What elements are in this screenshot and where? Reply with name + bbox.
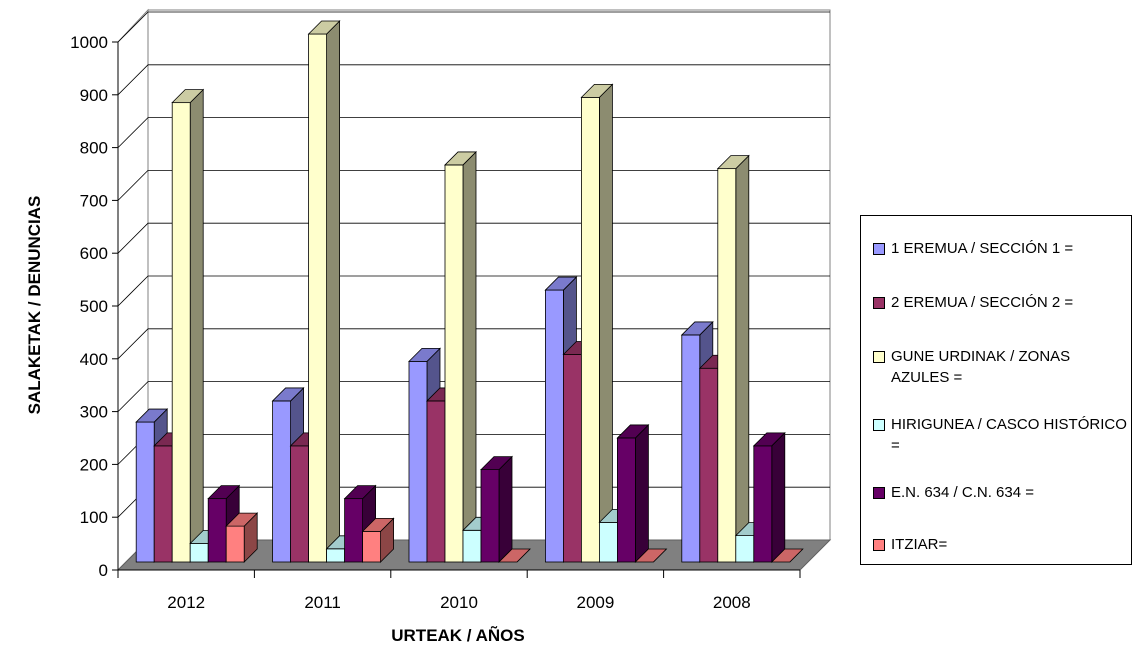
legend-label: GUNE URDINAK / ZONAS AZULES = — [891, 348, 1071, 386]
y-tick-labels: 0 100 200 300 400 500 600 700 800 900 1000 — [70, 33, 108, 580]
bar — [634, 548, 668, 563]
bars — [135, 20, 804, 563]
bar — [716, 154, 750, 563]
x-tick-label: 2009 — [576, 593, 614, 612]
y-tick-label: 600 — [80, 244, 108, 263]
axes — [112, 41, 801, 578]
bar — [480, 455, 513, 563]
y-tick-label: 400 — [80, 350, 108, 369]
legend-item: E.N. 634 / C.N. 634 = — [873, 482, 1128, 503]
bar — [225, 512, 259, 563]
legend-label: 2 EREMUA / SECCIÓN 2 = — [891, 294, 1074, 311]
y-tick-label: 500 — [80, 297, 108, 316]
legend-label: HIRIGUNEA / CASCO HISTÓRICO = — [891, 416, 1127, 454]
bar — [770, 548, 804, 563]
bar — [171, 88, 205, 563]
legend-label: 1 EREMUA / SECCIÓN 1 = — [891, 240, 1074, 257]
legend-item: HIRIGUNEA / CASCO HISTÓRICO = — [873, 414, 1128, 456]
bar — [616, 423, 650, 563]
x-tick-labels: 2012 2011 2010 2009 2008 — [167, 593, 750, 612]
legend-swatch — [873, 297, 885, 309]
y-axis-title: SALAKETAK / DENUNCIAS — [25, 196, 44, 415]
y-tick-label: 900 — [80, 86, 108, 105]
bar — [498, 548, 531, 563]
legend-swatch — [873, 243, 885, 255]
y-tick-label: 1000 — [70, 33, 108, 52]
legend-swatch — [873, 351, 885, 363]
legend-item: 1 EREMUA / SECCIÓN 1 = — [873, 238, 1128, 259]
legend-swatch — [873, 539, 885, 551]
legend-label: ITZIAR= — [891, 536, 948, 553]
x-tick-label: 2008 — [713, 593, 751, 612]
bar — [307, 20, 341, 563]
legend-item: 2 EREMUA / SECCIÓN 2 = — [873, 292, 1128, 313]
x-axis-title: URTEAK / AÑOS — [391, 625, 525, 645]
bar — [580, 83, 614, 563]
legend-label: E.N. 634 / C.N. 634 = — [891, 484, 1034, 501]
legend-item: ITZIAR= — [873, 534, 1128, 555]
x-tick-label: 2011 — [304, 593, 341, 612]
x-tick-label: 2012 — [167, 593, 205, 612]
legend-item: GUNE URDINAK / ZONAS AZULES = — [873, 346, 1128, 388]
y-tick-label: 800 — [80, 139, 108, 158]
bar — [361, 517, 395, 563]
bar — [444, 150, 477, 563]
y-tick-label: 700 — [80, 191, 108, 210]
legend: 1 EREMUA / SECCIÓN 1 = 2 EREMUA / SECCIÓN… — [860, 215, 1132, 565]
y-tick-label: 300 — [80, 403, 108, 422]
y-tick-label: 100 — [80, 508, 108, 527]
y-tick-label: 0 — [99, 561, 108, 580]
x-tick-label: 2010 — [440, 593, 478, 612]
legend-swatch — [873, 487, 885, 499]
bar — [752, 431, 786, 563]
legend-swatch — [873, 419, 885, 431]
gridline — [117, 11, 830, 43]
y-tick-label: 200 — [80, 455, 108, 474]
gridline — [117, 64, 830, 96]
